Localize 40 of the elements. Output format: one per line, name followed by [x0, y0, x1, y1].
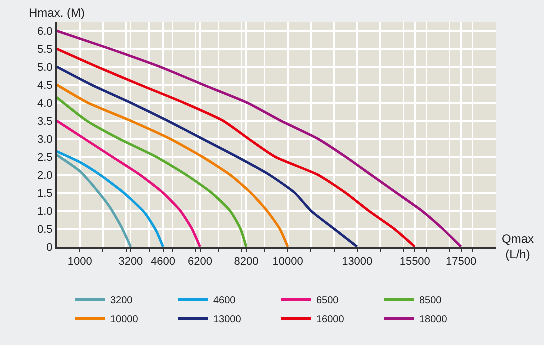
y-tick-label: 0.5: [38, 224, 53, 236]
x-tick-label: 1000: [68, 256, 92, 268]
legend-label: 16000: [316, 314, 345, 326]
y-tick-label: 2.0: [38, 170, 53, 182]
y-axis-title: Hmax. (M): [29, 6, 85, 20]
x-tick-label: 17500: [446, 256, 477, 268]
line-series: [57, 30, 463, 247]
x-tick-label: 13000: [342, 256, 373, 268]
line-series: [57, 84, 290, 247]
x-tick-label: 10000: [272, 256, 304, 268]
y-tick-label: 6.0: [38, 26, 53, 38]
line-series: [57, 120, 202, 247]
y-tick-label: 5.0: [38, 62, 53, 74]
y-tick-label: 5.5: [38, 44, 53, 56]
legend-label: 3200: [110, 296, 134, 307]
y-tick-label: 3.0: [38, 134, 53, 146]
legend-label: 4600: [214, 296, 236, 307]
line-series: [57, 154, 132, 247]
legend-label: 18000: [420, 314, 448, 326]
line-series: [57, 48, 416, 247]
line-series: [57, 66, 359, 247]
y-tick-label: 1.5: [38, 188, 53, 200]
y-tick-label: 2.5: [38, 152, 53, 164]
line-series: [57, 150, 165, 247]
y-tick-label: 4.5: [38, 80, 53, 92]
x-tick-label: 4600: [151, 256, 176, 268]
x-tick-label: 15500: [400, 256, 430, 268]
y-tick-label: 1.0: [38, 206, 53, 218]
x-tick-label: 6200: [188, 256, 212, 268]
legend-label: 6500: [316, 296, 340, 307]
legend-label: 10000: [110, 314, 139, 326]
y-tick-label: 4.0: [38, 98, 53, 110]
y-tick-label: 3.5: [38, 116, 53, 128]
x-axis-title: Qmax (L/h): [502, 232, 534, 262]
y-tick-label: 0: [46, 242, 53, 254]
line-series: [57, 96, 248, 247]
x-tick-label: 3200: [118, 256, 144, 268]
legend-label: 13000: [214, 314, 242, 326]
x-tick-label: 8200: [234, 256, 259, 268]
legend-label: 8500: [420, 296, 442, 307]
